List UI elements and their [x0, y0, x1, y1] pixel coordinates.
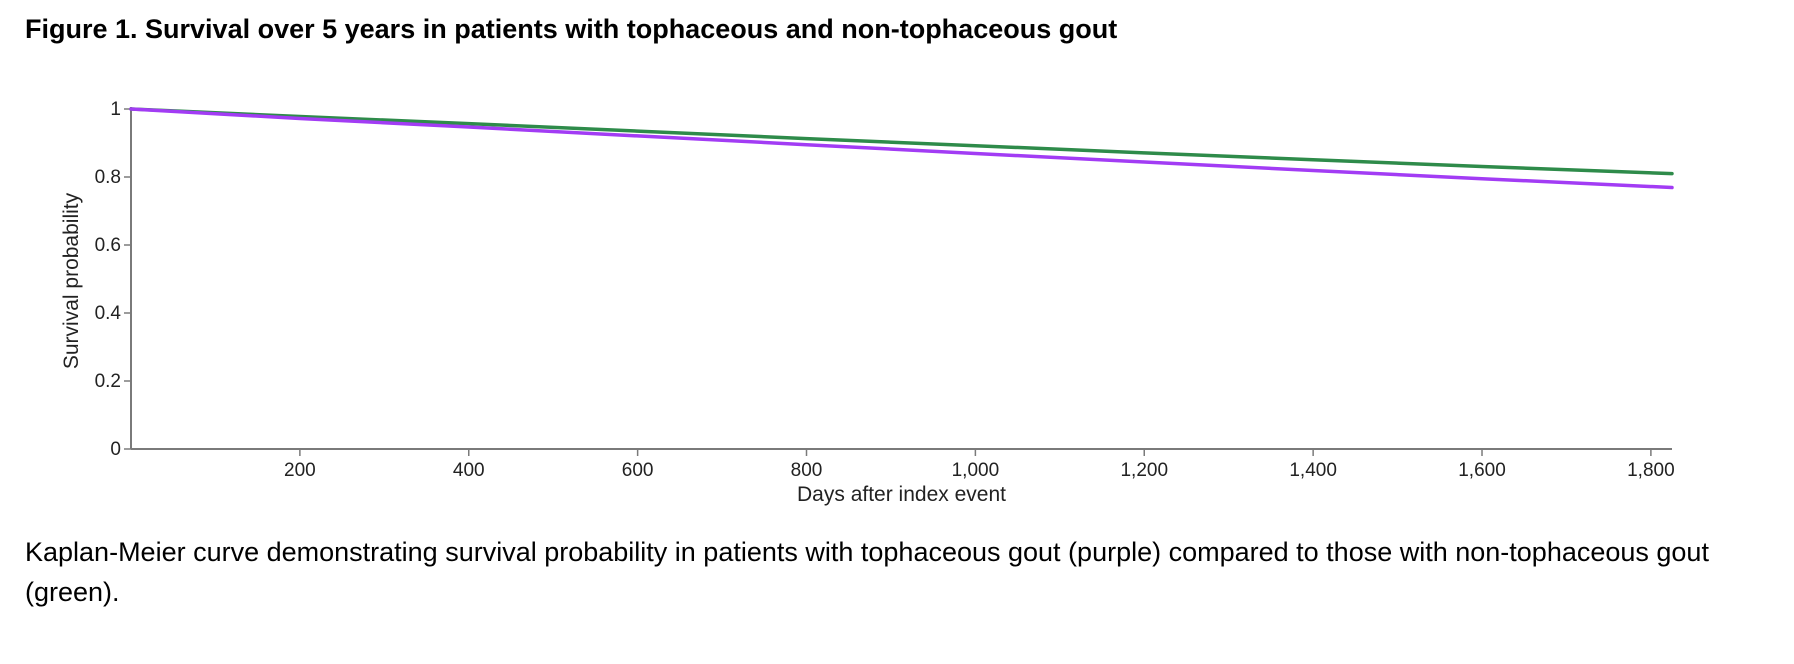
- survival-chart: 0 0.2 0.4 0.6 0.8 1 200 400 600 800 1,000 1,200 1,4…: [60, 99, 1675, 506]
- y-tick-label: 0.6: [95, 235, 121, 256]
- chart-axes: [130, 107, 1672, 450]
- y-tick-label: 1: [110, 99, 121, 120]
- x-tick-label: 200: [284, 460, 316, 481]
- y-axis-ticks: 0 0.2 0.4 0.6 0.8 1: [95, 99, 131, 460]
- x-tick-label: 1,600: [1458, 460, 1506, 481]
- x-tick-label: 600: [622, 460, 654, 481]
- x-tick-label: 1,000: [952, 460, 1000, 481]
- y-tick-label: 0.4: [95, 303, 122, 324]
- figure-title: Figure 1. Survival over 5 years in patie…: [25, 14, 1118, 44]
- series-line-1: [129, 107, 1674, 176]
- x-tick-label: 1,800: [1627, 460, 1675, 481]
- x-axis-ticks: 200 400 600 800 1,000 1,200 1,400 1,600 1,800: [284, 449, 1675, 481]
- x-tick-label: 1,200: [1120, 460, 1168, 481]
- y-axis-label: Survival probability: [60, 192, 83, 369]
- x-tick-label: 800: [791, 460, 823, 481]
- x-tick-label: 1,400: [1289, 460, 1337, 481]
- series-line-2: [129, 107, 1674, 190]
- chart-series: [129, 107, 1674, 190]
- x-tick-label: 400: [453, 460, 485, 481]
- figure-caption: Kaplan-Meier curve demonstrating surviva…: [25, 537, 1709, 607]
- x-axis-label: Days after index event: [797, 483, 1006, 506]
- y-tick-label: 0.2: [95, 371, 121, 392]
- y-tick-label: 0: [110, 439, 121, 460]
- y-tick-label: 0.8: [95, 167, 121, 188]
